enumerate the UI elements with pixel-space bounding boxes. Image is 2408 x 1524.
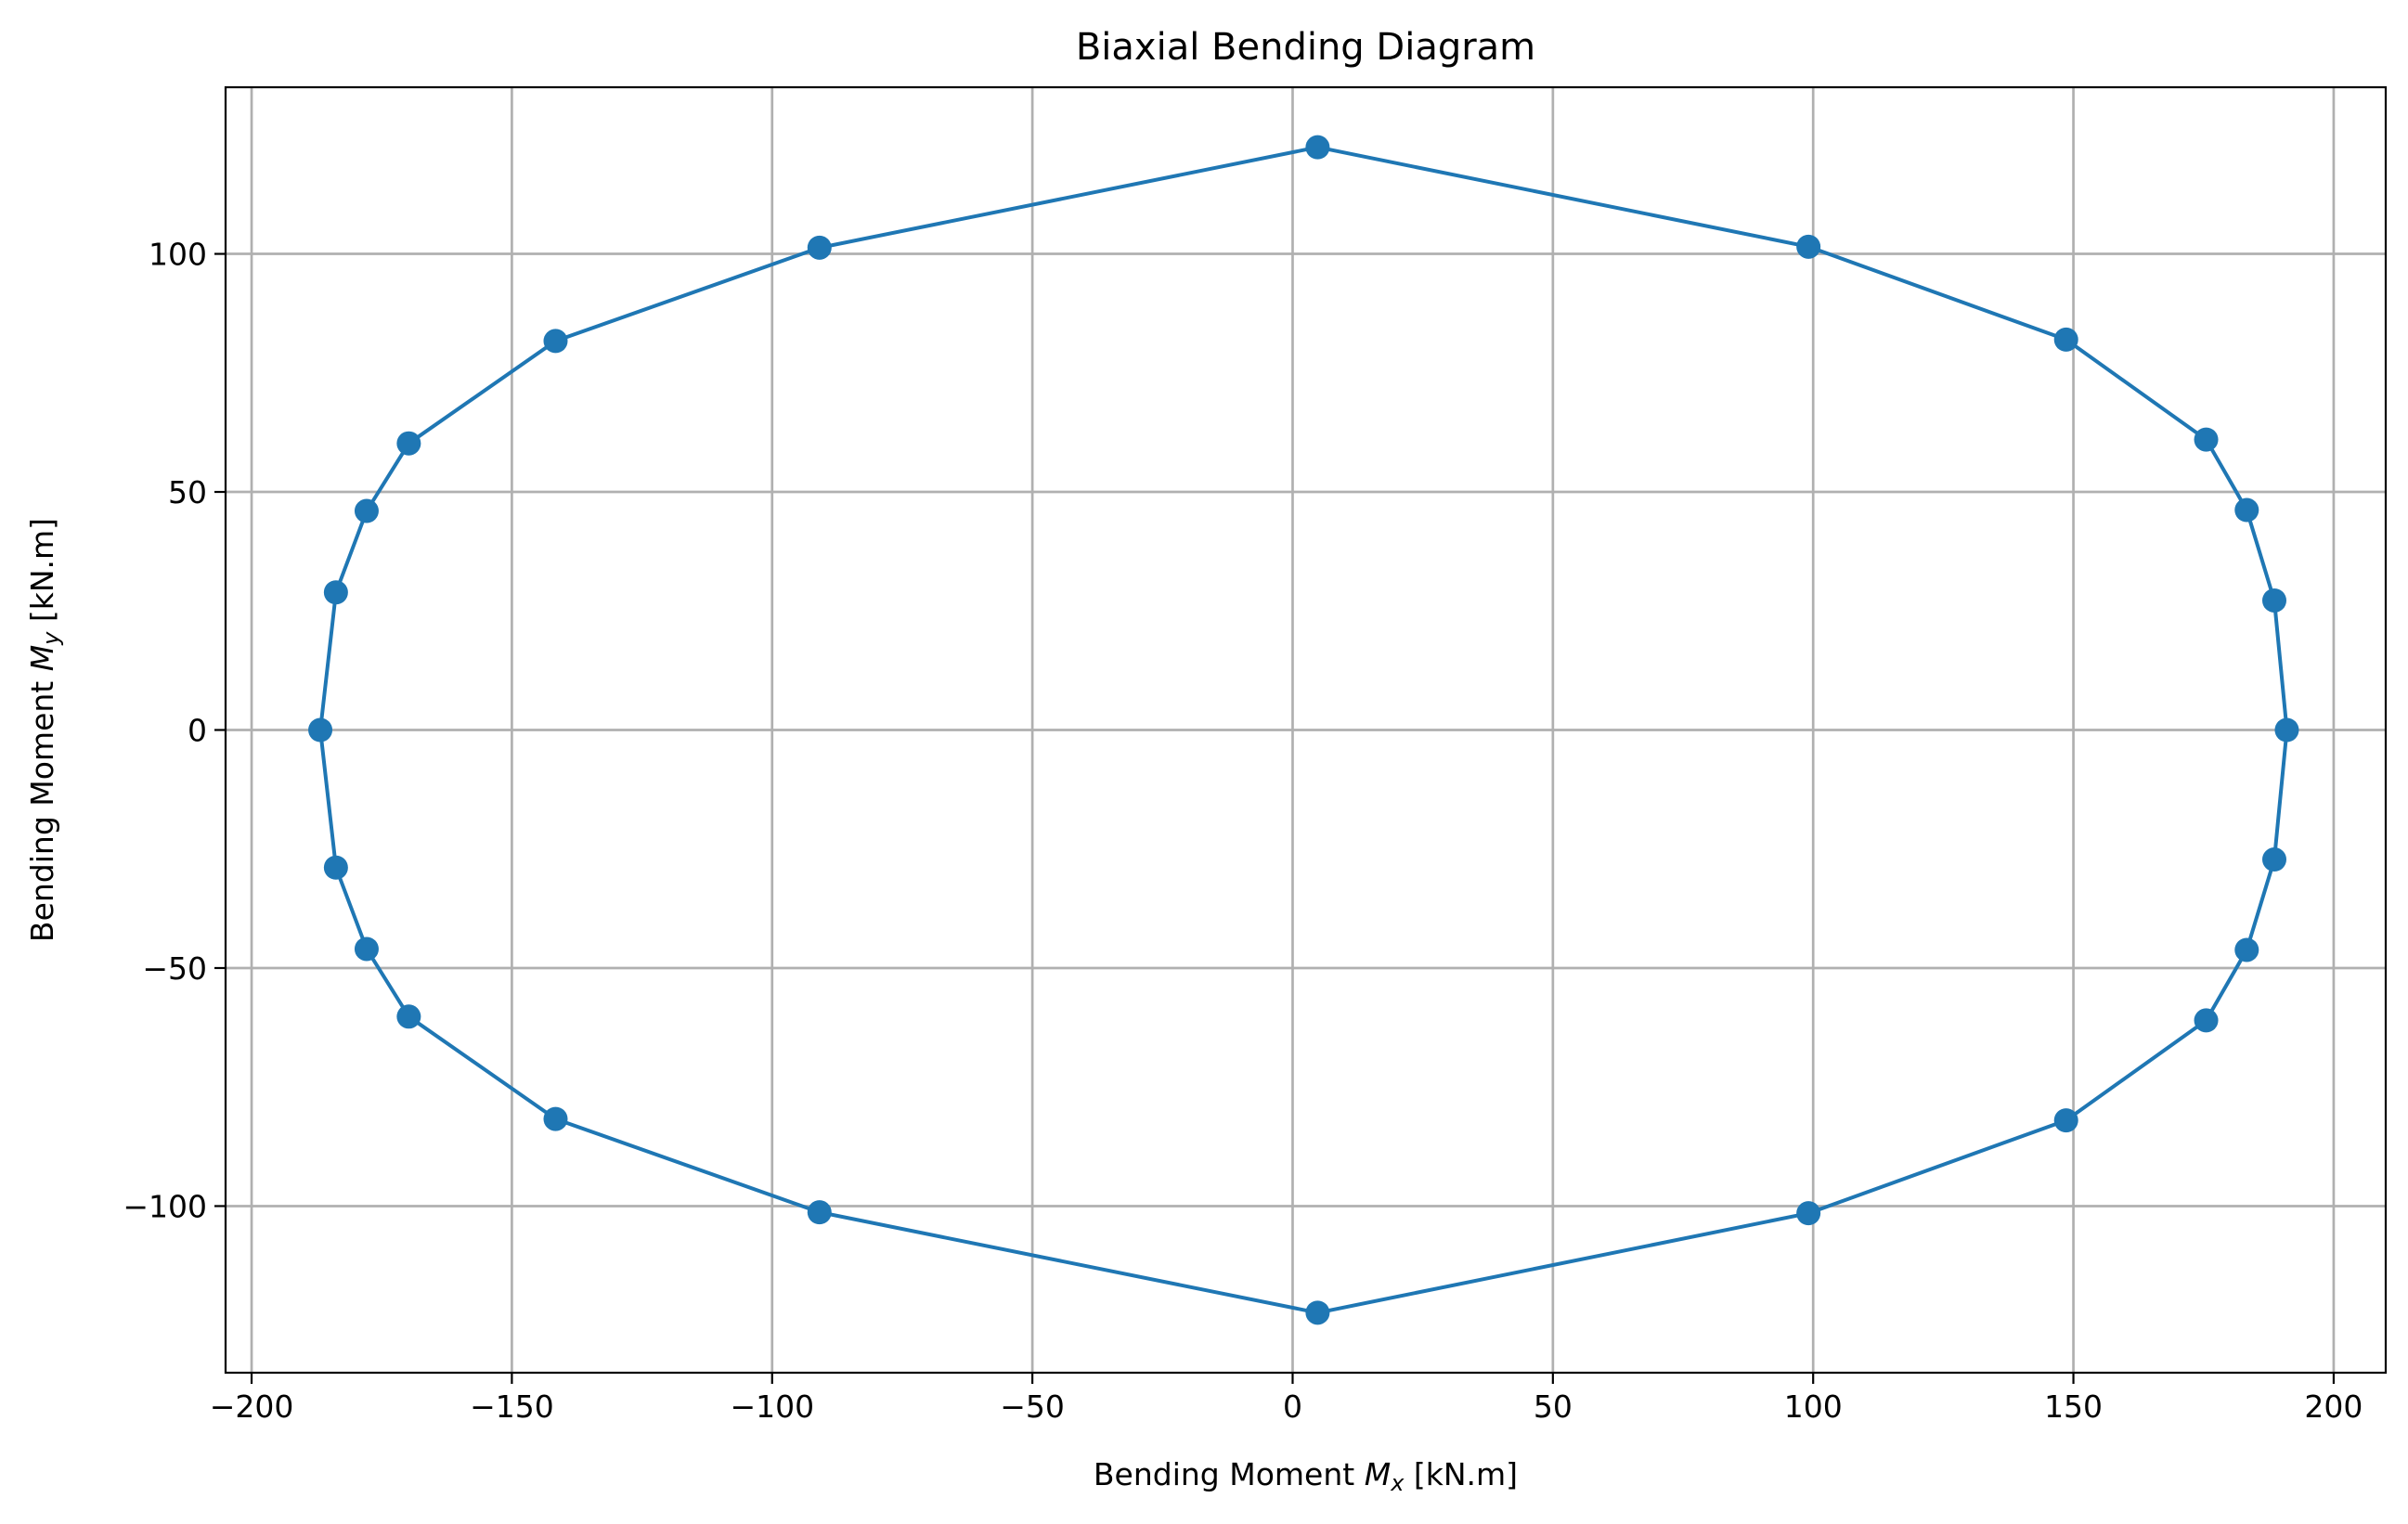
chart-title: Biaxial Bending Diagram [1076, 26, 1535, 69]
data-point-marker [2053, 327, 2078, 352]
data-point-marker [1796, 234, 1821, 259]
y-tick-label: 0 [188, 713, 207, 749]
data-point-marker [354, 498, 379, 523]
grid-lines [226, 87, 2386, 1373]
data-point-marker [2234, 497, 2259, 523]
data-point-marker [308, 717, 333, 743]
data-point-marker [354, 936, 379, 962]
axis-ticks: −200 −150 −100 −50 0 50 100 150 200 −100 −50 0 50 100 [123, 237, 2363, 1425]
data-point-marker [2194, 427, 2219, 452]
data-point-marker [1305, 1300, 1330, 1325]
data-point-marker [1305, 135, 1330, 160]
data-point-marker [1796, 1201, 1821, 1226]
x-axis-label-symbol: M [1365, 1456, 1391, 1492]
data-point-marker [2194, 1008, 2219, 1033]
x-tick-label: −50 [1000, 1388, 1065, 1425]
x-axis-label-prefix: Bending Moment [1094, 1456, 1365, 1492]
y-tick-label: −100 [123, 1188, 207, 1224]
y-tick-label: 50 [168, 474, 207, 510]
y-tick-label: −50 [142, 950, 207, 987]
data-point-marker [396, 1004, 421, 1029]
x-tick-label: −150 [470, 1388, 554, 1425]
data-point-marker [2262, 588, 2287, 613]
x-tick-label: 0 [1283, 1388, 1302, 1425]
x-axis-label: Bending Moment Mx [kN.m] [1094, 1456, 1518, 1496]
data-point-marker [2262, 847, 2287, 872]
data-point-marker [2274, 717, 2299, 743]
data-point-marker [396, 431, 421, 456]
x-axis-label-subscript: x [1390, 1470, 1405, 1496]
data-point-marker [2053, 1108, 2078, 1133]
x-tick-label: −200 [210, 1388, 294, 1425]
x-tick-label: −100 [730, 1388, 814, 1425]
y-tick-label: 100 [149, 237, 207, 273]
y-axis-label: Bending Moment My [kN.m] [24, 518, 64, 942]
data-point-marker [807, 1200, 832, 1225]
x-tick-label: 100 [1784, 1388, 1843, 1425]
x-axis-label-suffix: [kN.m] [1404, 1456, 1518, 1492]
x-tick-label: 200 [2304, 1388, 2363, 1425]
plot-frame [224, 85, 2388, 1375]
y-axis-label-prefix: Bending Moment [24, 671, 60, 942]
y-axis-label-suffix: [kN.m] [24, 518, 60, 632]
data-point-marker [543, 1106, 568, 1131]
data-point-marker [543, 329, 568, 354]
x-tick-label: 150 [2044, 1388, 2103, 1425]
data-point-marker [323, 580, 348, 605]
data-point-marker [323, 855, 348, 880]
y-axis-label-subscript: y [38, 631, 64, 646]
series-layer [308, 135, 2299, 1325]
x-tick-label: 50 [1534, 1388, 1573, 1425]
y-axis-label-symbol: M [24, 645, 60, 671]
data-point-marker [807, 235, 832, 260]
data-point-marker [2234, 937, 2259, 962]
